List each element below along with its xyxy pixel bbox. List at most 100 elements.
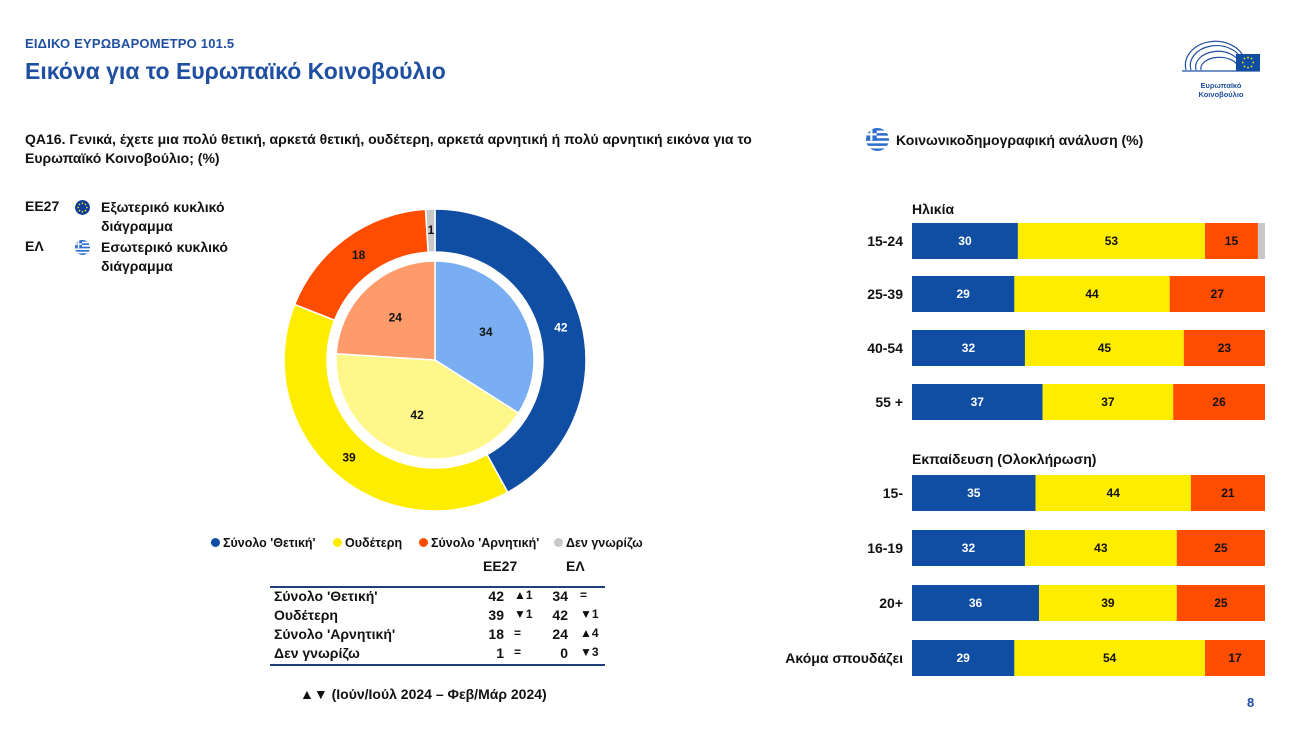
table-bottom-rule (270, 664, 605, 666)
eu-change: ▼1 (514, 607, 533, 621)
bar-segment (1257, 223, 1265, 259)
table-row: Δεν γνωρίζω 1 = 0 ▼3 (270, 645, 610, 664)
bar-value-label: 44 (1107, 486, 1121, 500)
eu-value: 39 (488, 607, 504, 623)
bar-segment (912, 475, 1036, 511)
outer-slice-label: 18 (352, 248, 366, 262)
breakdown-title: Κοινωνικοδημογραφική ανάλυση (%) (896, 132, 1144, 148)
legend-label: Δεν γνωρίζω (566, 536, 643, 550)
bar-segment (912, 223, 1018, 259)
legend-item: Σύνολο 'Αρνητική' (419, 536, 539, 550)
bar-segment (1017, 223, 1205, 259)
summary-table: ΕΕ27 ΕΛ Σύνολο 'Θετική' 42 ▲1 34 = Ουδέτερη 39… (270, 556, 610, 668)
eu-value: 18 (488, 626, 504, 642)
gr-change: ▼3 (580, 645, 599, 659)
bar-value-label: 35 (967, 486, 981, 500)
bar-segment (912, 640, 1015, 676)
donut-chart: 42 39 18 1 34 42 24 (283, 208, 587, 512)
legend-swatch (211, 538, 220, 547)
logo-caption: Ευρωπαϊκό Κοινοβούλιο (1198, 81, 1244, 99)
bar-value-label: 32 (962, 341, 976, 355)
bar-segment (912, 330, 1025, 366)
bar-segment (912, 384, 1043, 420)
legend-item: Σύνολο 'Θετική' (211, 536, 316, 550)
eu-value: 42 (488, 588, 504, 604)
bar-value-label: 17 (1228, 651, 1242, 665)
col-header-eu: ΕΕ27 (483, 558, 518, 574)
legend-code: ΕΛ (25, 238, 44, 254)
bar-value-label: 15 (1225, 234, 1239, 248)
greek-flag-icon (866, 128, 889, 151)
bar-value-label: 45 (1098, 341, 1112, 355)
legend-text: Εξωτερικό κυκλικό διάγραμμα (101, 199, 225, 234)
bar-segment (1173, 384, 1265, 420)
bar-segment (912, 585, 1040, 621)
inner-slice-label: 24 (389, 311, 403, 325)
legend-swatch (333, 538, 342, 547)
stacked-bar-chart: Ηλικία 15-24 30 53 15 25-39 29 44 27 40-54 32 45 23 5… (785, 201, 1265, 676)
legend-code: ΕΕ27 (25, 198, 60, 214)
bar-value-label: 43 (1094, 541, 1108, 555)
table-row: Σύνολο 'Θετική' 42 ▲1 34 = (270, 588, 610, 607)
bar-segment (1014, 640, 1205, 676)
legend-text: Εσωτερικό κυκλικό διάγραμμα (101, 239, 228, 274)
survey-question: QA16. Γενικά, έχετε μια πολύ θετική, αρκ… (25, 131, 752, 166)
legend-swatch (419, 538, 428, 547)
greek-flag-icon (75, 240, 90, 255)
inner-slice (335, 352, 520, 460)
outer-slice-label: 42 (554, 321, 568, 335)
gr-value: 34 (552, 588, 568, 604)
outer-slice (283, 303, 509, 512)
bar-row-label: 15- (883, 485, 904, 501)
table-row: Σύνολο 'Αρνητική' 18 = 24 ▲4 (270, 626, 610, 645)
bar-segment (1176, 530, 1265, 566)
legend-label: Σύνολο 'Αρνητική' (431, 536, 540, 550)
outer-slice (424, 208, 436, 254)
legend-swatch (554, 538, 563, 547)
parliament-hemicycle-icon (1182, 40, 1260, 72)
bar-segment (1169, 276, 1265, 312)
eu-change: = (514, 645, 522, 659)
bar-value-label: 25 (1214, 596, 1228, 610)
bar-value-label: 25 (1214, 541, 1228, 555)
legend-item: Δεν γνωρίζω (554, 536, 643, 550)
bar-value-label: 21 (1221, 486, 1235, 500)
bar-row-label: 25-39 (867, 286, 903, 302)
row-label: Σύνολο 'Αρνητική' (274, 626, 396, 642)
group-title: Ηλικία (912, 201, 954, 217)
gr-value: 24 (552, 626, 568, 642)
bar-value-label: 36 (969, 596, 983, 610)
eu-flag-icon (75, 200, 90, 215)
outer-slice-label: 39 (342, 451, 356, 465)
bar-value-label: 30 (958, 234, 972, 248)
bar-value-label: 44 (1085, 287, 1099, 301)
bar-value-label: 54 (1103, 651, 1117, 665)
page-title: Εικόνα για το Ευρωπαϊκό Κοινοβούλιο (25, 58, 446, 84)
bar-segment (1014, 276, 1170, 312)
outer-slice (434, 208, 587, 494)
eu-change: ▲1 (514, 588, 533, 602)
bar-value-label: 23 (1218, 341, 1232, 355)
bar-value-label: 29 (957, 287, 971, 301)
bar-segment (1024, 530, 1177, 566)
bar-row-label: Ακόμα σπουδάζει (785, 650, 903, 666)
european-parliament-logo: Ευρωπαϊκό Κοινοβούλιο (1178, 38, 1264, 99)
bar-segment (1176, 585, 1265, 621)
bar-segment (1039, 585, 1177, 621)
inner-slice-label: 34 (479, 325, 493, 339)
gr-change: ▼1 (580, 607, 599, 621)
gr-value: 42 (552, 607, 568, 623)
bar-row-label: 40-54 (867, 340, 903, 356)
bar-segment (1042, 384, 1174, 420)
bar-segment (1024, 330, 1184, 366)
gr-change: ▲4 (580, 626, 599, 640)
bar-row-label: 55 + (875, 394, 903, 410)
bar-segment (912, 530, 1025, 566)
group-title: Εκπαίδευση (Ολοκλήρωση) (912, 451, 1096, 467)
row-label: Ουδέτερη (274, 607, 338, 623)
bar-segment (1183, 330, 1265, 366)
bar-value-label: 53 (1105, 234, 1119, 248)
legend-label: Ουδέτερη (345, 536, 403, 550)
legend-label: Σύνολο 'Θετική' (223, 536, 316, 550)
bar-row-label: 15-24 (867, 233, 903, 249)
